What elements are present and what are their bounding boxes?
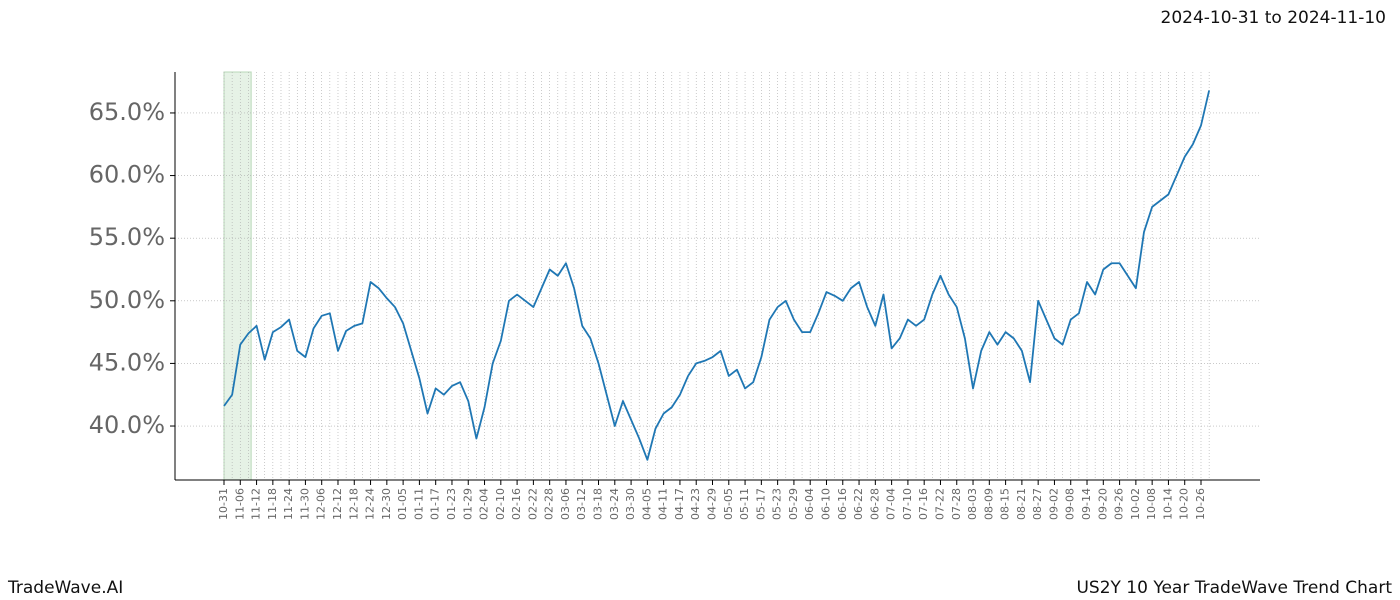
x-tick-label: 07-22 bbox=[933, 488, 946, 520]
x-tick-label: 05-11 bbox=[738, 488, 751, 520]
x-tick-label: 02-22 bbox=[526, 488, 539, 520]
y-tick-label: 55.0% bbox=[89, 223, 165, 251]
y-tick-label: 60.0% bbox=[89, 161, 165, 189]
x-tick-label: 01-05 bbox=[396, 488, 409, 520]
x-tick-label: 09-14 bbox=[1080, 488, 1093, 520]
chart-subtitle: 2024-10-31 to 2024-11-10 bbox=[1161, 8, 1386, 28]
x-tick-label: 06-10 bbox=[819, 488, 832, 520]
x-tick-label: 01-23 bbox=[445, 488, 458, 520]
x-tick-label: 07-04 bbox=[885, 488, 898, 520]
x-tick-label: 03-18 bbox=[592, 488, 605, 520]
x-tick-label: 06-22 bbox=[852, 488, 865, 520]
x-tick-label: 04-05 bbox=[640, 488, 653, 520]
x-tick-label: 08-03 bbox=[966, 488, 979, 520]
x-tick-label: 10-26 bbox=[1194, 488, 1207, 520]
x-tick-label: 02-10 bbox=[494, 488, 507, 520]
x-tick-label: 05-05 bbox=[722, 488, 735, 520]
x-tick-label: 01-29 bbox=[461, 488, 474, 520]
x-tick-label: 06-04 bbox=[803, 488, 816, 520]
highlight-span bbox=[223, 71, 252, 481]
data-line bbox=[223, 90, 1211, 461]
x-tick-label: 10-08 bbox=[1145, 488, 1158, 520]
x-tick-label: 05-23 bbox=[771, 488, 784, 520]
x-tick-label: 03-12 bbox=[575, 488, 588, 520]
x-tick-label: 03-24 bbox=[608, 488, 621, 520]
x-tick-label: 12-18 bbox=[347, 488, 360, 520]
x-tick-label: 04-23 bbox=[689, 488, 702, 520]
x-tick-label: 08-15 bbox=[999, 488, 1012, 520]
x-tick-label: 01-17 bbox=[429, 488, 442, 520]
x-tick-label: 06-16 bbox=[836, 488, 849, 520]
x-tick-label: 10-14 bbox=[1161, 488, 1174, 520]
x-tick-label: 05-17 bbox=[754, 488, 767, 520]
x-tick-label: 07-28 bbox=[950, 488, 963, 520]
x-tick-label: 03-06 bbox=[559, 488, 572, 520]
y-tick-label: 65.0% bbox=[89, 98, 165, 126]
x-tick-label: 01-11 bbox=[412, 488, 425, 520]
x-tick-label: 09-20 bbox=[1096, 488, 1109, 520]
x-tick-label: 07-10 bbox=[901, 488, 914, 520]
x-tick-label: 10-31 bbox=[217, 488, 230, 520]
x-tick-label: 11-30 bbox=[298, 488, 311, 520]
x-tick-label: 02-04 bbox=[478, 488, 491, 520]
x-tick-label: 08-09 bbox=[982, 488, 995, 520]
x-tick-label: 12-06 bbox=[315, 488, 328, 520]
x-tick-label: 12-24 bbox=[364, 488, 377, 520]
x-tick-label: 08-27 bbox=[1031, 488, 1044, 520]
y-tick-label: 50.0% bbox=[89, 286, 165, 314]
x-tick-label: 11-18 bbox=[266, 488, 279, 520]
x-tick-label: 04-11 bbox=[657, 488, 670, 520]
x-tick-label: 11-24 bbox=[282, 488, 295, 520]
y-tick-label: 40.0% bbox=[89, 411, 165, 439]
x-tick-label: 04-17 bbox=[673, 488, 686, 520]
x-tick-label: 03-30 bbox=[624, 488, 637, 520]
x-tick-label: 02-16 bbox=[510, 488, 523, 520]
brand: TradeWave.AI bbox=[7, 578, 123, 598]
x-tick-label: 05-29 bbox=[787, 488, 800, 520]
x-tick-label: 02-28 bbox=[543, 488, 556, 520]
x-tick-label: 09-08 bbox=[1064, 488, 1077, 520]
x-tick-label: 04-29 bbox=[706, 488, 719, 520]
x-tick-label: 09-26 bbox=[1113, 488, 1126, 520]
x-tick-label: 10-02 bbox=[1129, 488, 1142, 520]
x-tick-label: 11-12 bbox=[250, 488, 263, 520]
x-tick-label: 08-21 bbox=[1015, 488, 1028, 520]
x-tick-label: 12-30 bbox=[380, 488, 393, 520]
chart-title: US2Y 10 Year TradeWave Trend Chart bbox=[1076, 578, 1392, 598]
x-tick-label: 12-12 bbox=[331, 488, 344, 520]
x-tick-label: 11-06 bbox=[233, 488, 246, 520]
x-tick-label: 07-16 bbox=[917, 488, 930, 520]
x-tick-label: 06-28 bbox=[868, 488, 881, 520]
x-tick-label: 09-02 bbox=[1047, 488, 1060, 520]
y-tick-label: 45.0% bbox=[89, 348, 165, 376]
x-tick-label: 10-20 bbox=[1178, 488, 1191, 520]
